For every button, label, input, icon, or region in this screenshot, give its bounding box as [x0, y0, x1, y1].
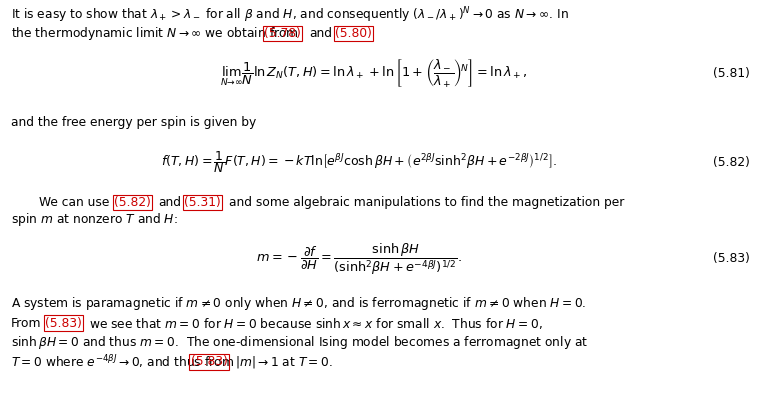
Text: the thermodynamic limit $N \to \infty$ we obtain from: the thermodynamic limit $N \to \infty$ w… [11, 25, 299, 42]
Text: $f(T,H) = \dfrac{1}{N}F(T,H) = -kT\ln\!\left[e^{\beta J}\cosh\beta H + \left(e^{: $f(T,H) = \dfrac{1}{N}F(T,H) = -kT\ln\!\… [161, 149, 557, 175]
Text: (5.83): (5.83) [45, 317, 82, 330]
Text: $T = 0$ where $e^{-4\beta J} \to 0$, and thus from: $T = 0$ where $e^{-4\beta J} \to 0$, and… [11, 353, 234, 371]
Text: $\sinh\beta H = 0$ and thus $m = 0$.  The one-dimensional Ising model becomes a : $\sinh\beta H = 0$ and thus $m = 0$. The… [11, 334, 588, 351]
Text: It is easy to show that $\lambda_+ > \lambda_-$ for all $\beta$ and $H$, and con: It is easy to show that $\lambda_+ > \la… [11, 6, 568, 25]
Text: (5.83): (5.83) [713, 252, 750, 265]
Text: (5.78): (5.78) [265, 27, 301, 40]
Text: We can use: We can use [39, 196, 109, 209]
Text: and some algebraic manipulations to find the magnetization per: and some algebraic manipulations to find… [229, 196, 624, 209]
Text: (5.82): (5.82) [713, 156, 750, 169]
Text: $|m| \to 1$ at $T = 0$.: $|m| \to 1$ at $T = 0$. [234, 354, 333, 370]
Text: (5.31): (5.31) [184, 196, 221, 209]
Text: (5.82): (5.82) [114, 196, 151, 209]
Text: $\lim_{N \to \infty} \dfrac{1}{N} \ln Z_N(T,H) = \ln \lambda_+ + \ln \left[1 + \: $\lim_{N \to \infty} \dfrac{1}{N} \ln Z_… [220, 58, 528, 90]
Text: (5.80): (5.80) [335, 27, 372, 40]
Text: and: and [309, 27, 332, 40]
Text: From: From [11, 317, 42, 330]
Text: $m = -\dfrac{\partial f}{\partial H} = \dfrac{\sinh\beta H}{(\sinh^2\!\beta H + : $m = -\dfrac{\partial f}{\partial H} = \… [256, 241, 462, 277]
Text: we see that $m = 0$ for $H = 0$ because $\sinh x \approx x$ for small $x$.  Thus: we see that $m = 0$ for $H = 0$ because … [89, 315, 543, 330]
Text: and: and [158, 196, 181, 209]
Text: A system is paramagnetic if $m \neq 0$ only when $H \neq 0$, and is ferromagneti: A system is paramagnetic if $m \neq 0$ o… [11, 295, 587, 312]
Text: (5.83): (5.83) [190, 355, 227, 368]
Text: spin $m$ at nonzero $T$ and $H$:: spin $m$ at nonzero $T$ and $H$: [11, 211, 178, 228]
Text: (5.81): (5.81) [713, 67, 750, 80]
Text: and the free energy per spin is given by: and the free energy per spin is given by [11, 115, 256, 128]
